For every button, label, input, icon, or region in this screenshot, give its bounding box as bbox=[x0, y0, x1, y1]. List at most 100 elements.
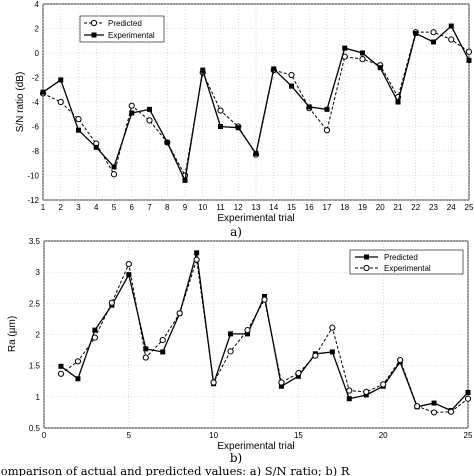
x-tick-label: 5 bbox=[112, 203, 117, 212]
data-point-predicted bbox=[465, 389, 471, 395]
x-tick-label: 7 bbox=[147, 203, 152, 212]
x-tick-label: 15 bbox=[294, 431, 303, 440]
data-point-experimental bbox=[182, 177, 188, 183]
y-tick-label: 3 bbox=[36, 268, 41, 277]
y-tick-label: -10 bbox=[27, 172, 39, 181]
legend-b: Predicted Experimental bbox=[349, 249, 464, 275]
data-point-experimental bbox=[57, 370, 65, 377]
x-tick-label: 3 bbox=[76, 203, 81, 212]
data-point-experimental bbox=[227, 348, 234, 355]
data-point-experimental bbox=[142, 354, 149, 361]
x-tick-label: 20 bbox=[379, 431, 388, 440]
data-point-experimental bbox=[342, 45, 348, 51]
data-point-experimental bbox=[164, 139, 170, 145]
x-tick-label: 21 bbox=[394, 203, 403, 212]
data-point-predicted bbox=[217, 107, 224, 114]
y-tick-label: -12 bbox=[27, 196, 39, 205]
y-tick-label: 4 bbox=[35, 0, 40, 9]
data-point-predicted bbox=[75, 376, 81, 382]
y-tick-label: 2.5 bbox=[29, 299, 41, 308]
data-point-experimental bbox=[289, 83, 294, 89]
data-point-predicted bbox=[160, 349, 166, 355]
data-point-predicted bbox=[194, 250, 200, 256]
x-tick-label: 13 bbox=[252, 203, 261, 212]
x-tick-label: 2 bbox=[59, 203, 64, 212]
x-tick-label: 23 bbox=[429, 203, 438, 212]
data-point-experimental bbox=[147, 106, 152, 112]
data-point-experimental bbox=[159, 337, 166, 344]
data-point-experimental bbox=[200, 67, 206, 73]
x-tick-label: 14 bbox=[269, 203, 278, 212]
data-point-experimental bbox=[397, 356, 404, 364]
x-tick-label: 12 bbox=[234, 203, 243, 212]
data-point-experimental bbox=[448, 23, 454, 29]
y-tick-label: -8 bbox=[32, 147, 40, 156]
data-point-experimental bbox=[193, 256, 200, 263]
data-point-experimental bbox=[360, 50, 365, 56]
data-point-experimental bbox=[414, 403, 421, 410]
data-point-predicted bbox=[329, 349, 335, 355]
data-point-predicted bbox=[143, 346, 149, 352]
data-point-predicted bbox=[126, 272, 132, 278]
data-point-predicted bbox=[359, 56, 366, 63]
data-point-experimental bbox=[464, 395, 472, 402]
legend-marker-experimental-a bbox=[91, 32, 97, 38]
legend-label-experimental-b: Experimental bbox=[384, 264, 431, 273]
data-point-experimental bbox=[40, 89, 46, 95]
figure-caption: Comparison of actual and predicted value… bbox=[0, 464, 350, 476]
y-tick-label: -2 bbox=[32, 74, 40, 83]
data-point-experimental bbox=[176, 310, 183, 317]
data-point-experimental bbox=[210, 379, 217, 386]
x-tick-label: 6 bbox=[130, 203, 135, 212]
data-point-predicted bbox=[146, 117, 153, 124]
x-tick-label: 20 bbox=[376, 203, 385, 212]
y-tick-label: 0.5 bbox=[29, 424, 41, 433]
data-point-experimental bbox=[380, 381, 387, 388]
x-tick-label: 0 bbox=[42, 431, 47, 440]
data-point-predicted bbox=[288, 71, 295, 79]
series-b bbox=[57, 250, 472, 416]
y-tick-label: 0 bbox=[35, 49, 40, 58]
data-point-experimental bbox=[430, 409, 438, 416]
x-tick-label: 17 bbox=[323, 203, 332, 212]
legend-label-predicted-b: Predicted bbox=[384, 253, 418, 262]
x-tick-label: 22 bbox=[411, 203, 420, 212]
x-tick-label: 5 bbox=[127, 431, 132, 440]
x-tick-label: 4 bbox=[94, 203, 99, 212]
data-point-predicted bbox=[58, 363, 64, 369]
legend-marker-predicted-b bbox=[364, 254, 369, 260]
x-axis-label-b: Experimental trial bbox=[217, 441, 294, 452]
data-point-experimental bbox=[93, 144, 99, 150]
y-tick-label: 2 bbox=[36, 331, 41, 340]
x-tick-label: 10 bbox=[198, 203, 207, 212]
x-tick-label: 9 bbox=[183, 203, 188, 212]
data-point-predicted bbox=[323, 127, 331, 134]
data-point-experimental bbox=[74, 358, 82, 365]
grid-a bbox=[42, 3, 470, 201]
data-point-predicted bbox=[448, 36, 455, 43]
x-tick-label: 8 bbox=[165, 203, 170, 212]
data-point-experimental bbox=[363, 388, 370, 395]
data-point-experimental bbox=[447, 408, 455, 415]
y-tick-label: 1 bbox=[36, 393, 41, 402]
data-point-experimental bbox=[108, 299, 115, 306]
data-point-predicted bbox=[92, 327, 98, 333]
data-point-predicted bbox=[295, 373, 301, 379]
data-point-predicted bbox=[346, 396, 352, 402]
data-point-experimental bbox=[278, 379, 285, 386]
x-tick-label: 1 bbox=[41, 203, 46, 212]
data-point-predicted bbox=[57, 98, 64, 106]
data-point-experimental bbox=[395, 99, 401, 105]
x-tick-label: 24 bbox=[447, 203, 456, 212]
x-tick-label: 25 bbox=[465, 203, 474, 212]
x-tick-label: 16 bbox=[305, 203, 314, 212]
y-tick-label: 3.5 bbox=[29, 237, 41, 246]
legend-marker-experimental-b bbox=[363, 264, 370, 272]
x-tick-label: 10 bbox=[209, 431, 218, 440]
data-point-experimental bbox=[218, 124, 223, 129]
legend-marker-predicted-a bbox=[90, 19, 98, 27]
data-point-experimental bbox=[261, 296, 268, 303]
legend-a: Predicted Experimental bbox=[79, 15, 165, 43]
